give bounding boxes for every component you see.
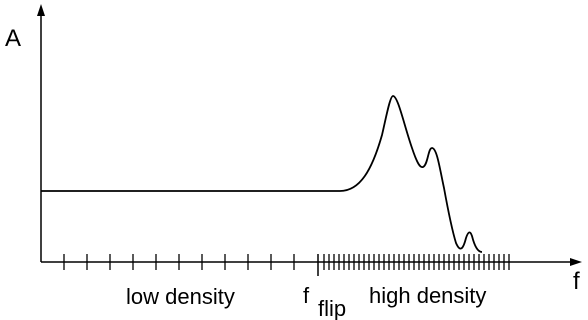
amplitude-curve bbox=[41, 96, 482, 252]
x-axis bbox=[41, 258, 582, 266]
x-axis-arrowhead bbox=[570, 258, 582, 266]
y-axis-label: A bbox=[5, 25, 21, 52]
x-axis-label: f bbox=[573, 268, 580, 295]
high-density-label: high density bbox=[369, 283, 486, 308]
y-axis bbox=[37, 4, 45, 262]
flip-label: f bbox=[303, 283, 310, 308]
flip-subscript: flip bbox=[318, 296, 346, 320]
y-axis-arrowhead bbox=[37, 4, 45, 16]
low-density-label: low density bbox=[126, 284, 235, 309]
